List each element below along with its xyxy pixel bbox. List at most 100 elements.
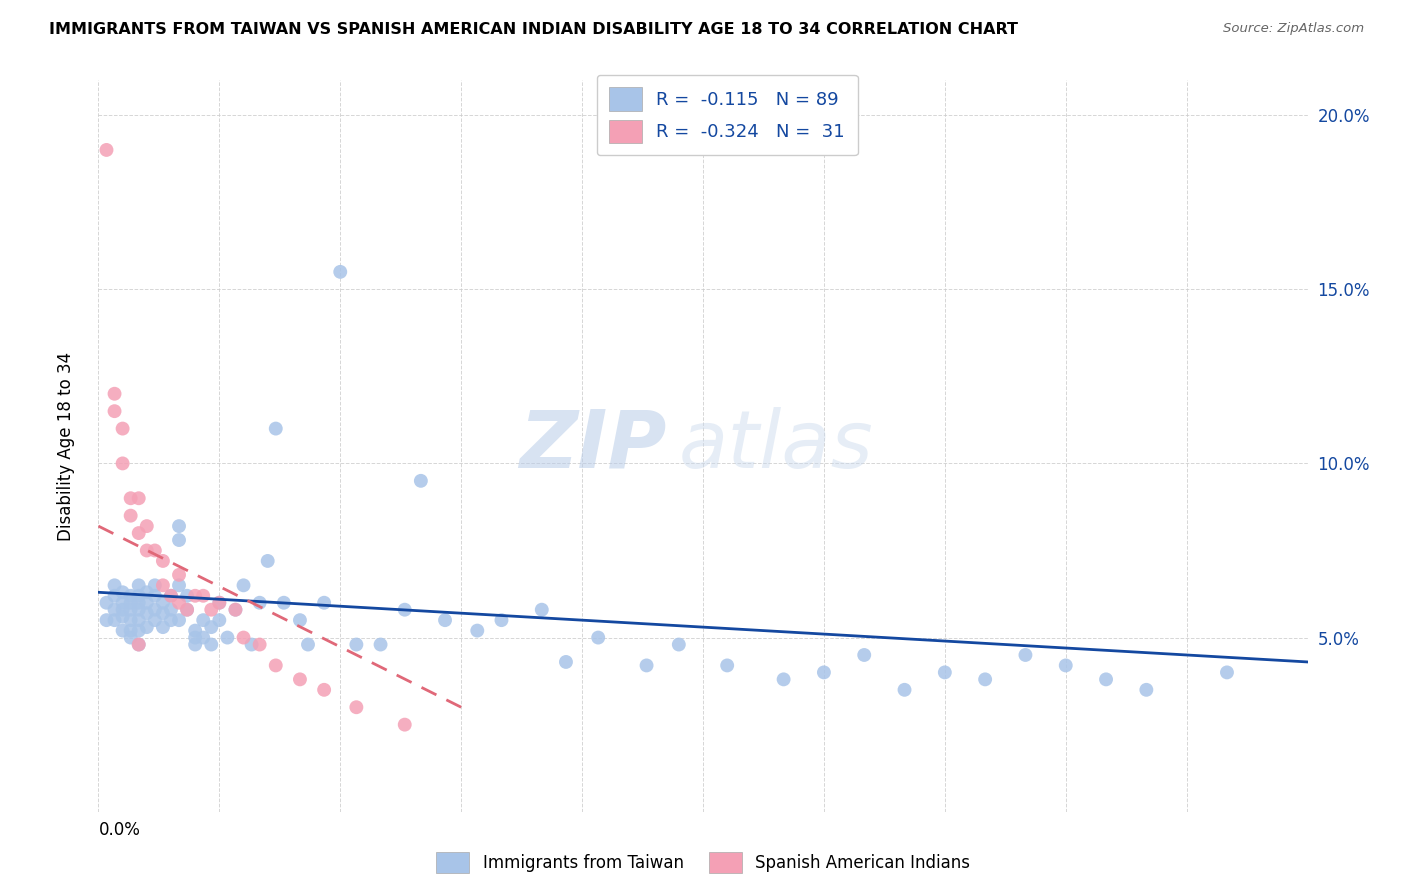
Point: [143, 543, 166, 558]
Point: [103, 578, 125, 592]
Point: [232, 578, 254, 592]
Point: [249, 596, 271, 610]
Point: [530, 603, 553, 617]
Text: IMMIGRANTS FROM TAIWAN VS SPANISH AMERICAN INDIAN DISABILITY AGE 18 TO 34 CORREL: IMMIGRANTS FROM TAIWAN VS SPANISH AMERIC…: [49, 22, 1018, 37]
Point: [772, 673, 794, 687]
Point: [160, 589, 183, 603]
Point: [1216, 665, 1239, 680]
Point: [135, 596, 157, 610]
Point: [264, 658, 287, 673]
Point: [394, 603, 416, 617]
Point: [128, 638, 150, 652]
Point: [297, 638, 319, 652]
Point: [128, 526, 150, 541]
Point: [434, 613, 457, 627]
Point: [103, 386, 125, 401]
Y-axis label: Disability Age 18 to 34: Disability Age 18 to 34: [56, 351, 75, 541]
Point: [329, 265, 352, 279]
Point: [193, 613, 215, 627]
Point: [224, 603, 246, 617]
Legend: R =  -0.115   N = 89, R =  -0.324   N =  31: R = -0.115 N = 89, R = -0.324 N = 31: [596, 75, 858, 155]
Point: [176, 603, 198, 617]
Point: [160, 589, 183, 603]
Point: [586, 631, 609, 645]
Point: [128, 603, 150, 617]
Text: atlas: atlas: [679, 407, 873, 485]
Point: [120, 631, 142, 645]
Point: [465, 624, 488, 638]
Point: [555, 655, 578, 669]
Point: [167, 613, 190, 627]
Point: [716, 658, 738, 673]
Point: [120, 613, 142, 627]
Point: [200, 620, 222, 634]
Text: ZIP: ZIP: [519, 407, 666, 485]
Point: [184, 624, 207, 638]
Point: [344, 638, 367, 652]
Point: [636, 658, 658, 673]
Point: [314, 682, 336, 697]
Point: [288, 613, 311, 627]
Point: [240, 638, 263, 652]
Point: [934, 665, 956, 680]
Point: [135, 606, 157, 620]
Point: [128, 491, 150, 506]
Point: [135, 543, 157, 558]
Point: [111, 457, 134, 471]
Point: [160, 613, 183, 627]
Legend: Immigrants from Taiwan, Spanish American Indians: Immigrants from Taiwan, Spanish American…: [429, 846, 977, 880]
Point: [232, 631, 254, 645]
Point: [249, 638, 271, 652]
Point: [217, 631, 239, 645]
Point: [128, 596, 150, 610]
Point: [167, 596, 190, 610]
Point: [152, 578, 174, 592]
Point: [128, 589, 150, 603]
Point: [120, 508, 142, 523]
Point: [974, 673, 997, 687]
Point: [224, 603, 246, 617]
Point: [344, 700, 367, 714]
Point: [167, 519, 190, 533]
Point: [1135, 682, 1157, 697]
Point: [111, 585, 134, 599]
Point: [143, 603, 166, 617]
Point: [152, 596, 174, 610]
Point: [128, 578, 150, 592]
Point: [184, 631, 207, 645]
Point: [103, 613, 125, 627]
Point: [128, 624, 150, 638]
Point: [167, 567, 190, 582]
Point: [288, 673, 311, 687]
Point: [143, 578, 166, 592]
Point: [120, 603, 142, 617]
Point: [96, 596, 118, 610]
Point: [1014, 648, 1036, 662]
Point: [111, 596, 134, 610]
Point: [893, 682, 915, 697]
Point: [152, 554, 174, 568]
Point: [813, 665, 835, 680]
Point: [152, 620, 174, 634]
Point: [1095, 673, 1118, 687]
Point: [167, 533, 190, 547]
Point: [143, 589, 166, 603]
Point: [135, 519, 157, 533]
Point: [176, 603, 198, 617]
Point: [208, 596, 231, 610]
Point: [103, 603, 125, 617]
Point: [103, 404, 125, 418]
Point: [152, 606, 174, 620]
Point: [184, 638, 207, 652]
Point: [184, 589, 207, 603]
Point: [370, 638, 392, 652]
Point: [120, 589, 142, 603]
Text: Source: ZipAtlas.com: Source: ZipAtlas.com: [1223, 22, 1364, 36]
Point: [668, 638, 690, 652]
Point: [96, 613, 118, 627]
Point: [135, 585, 157, 599]
Point: [394, 717, 416, 731]
Point: [314, 596, 336, 610]
Point: [264, 421, 287, 435]
Point: [208, 613, 231, 627]
